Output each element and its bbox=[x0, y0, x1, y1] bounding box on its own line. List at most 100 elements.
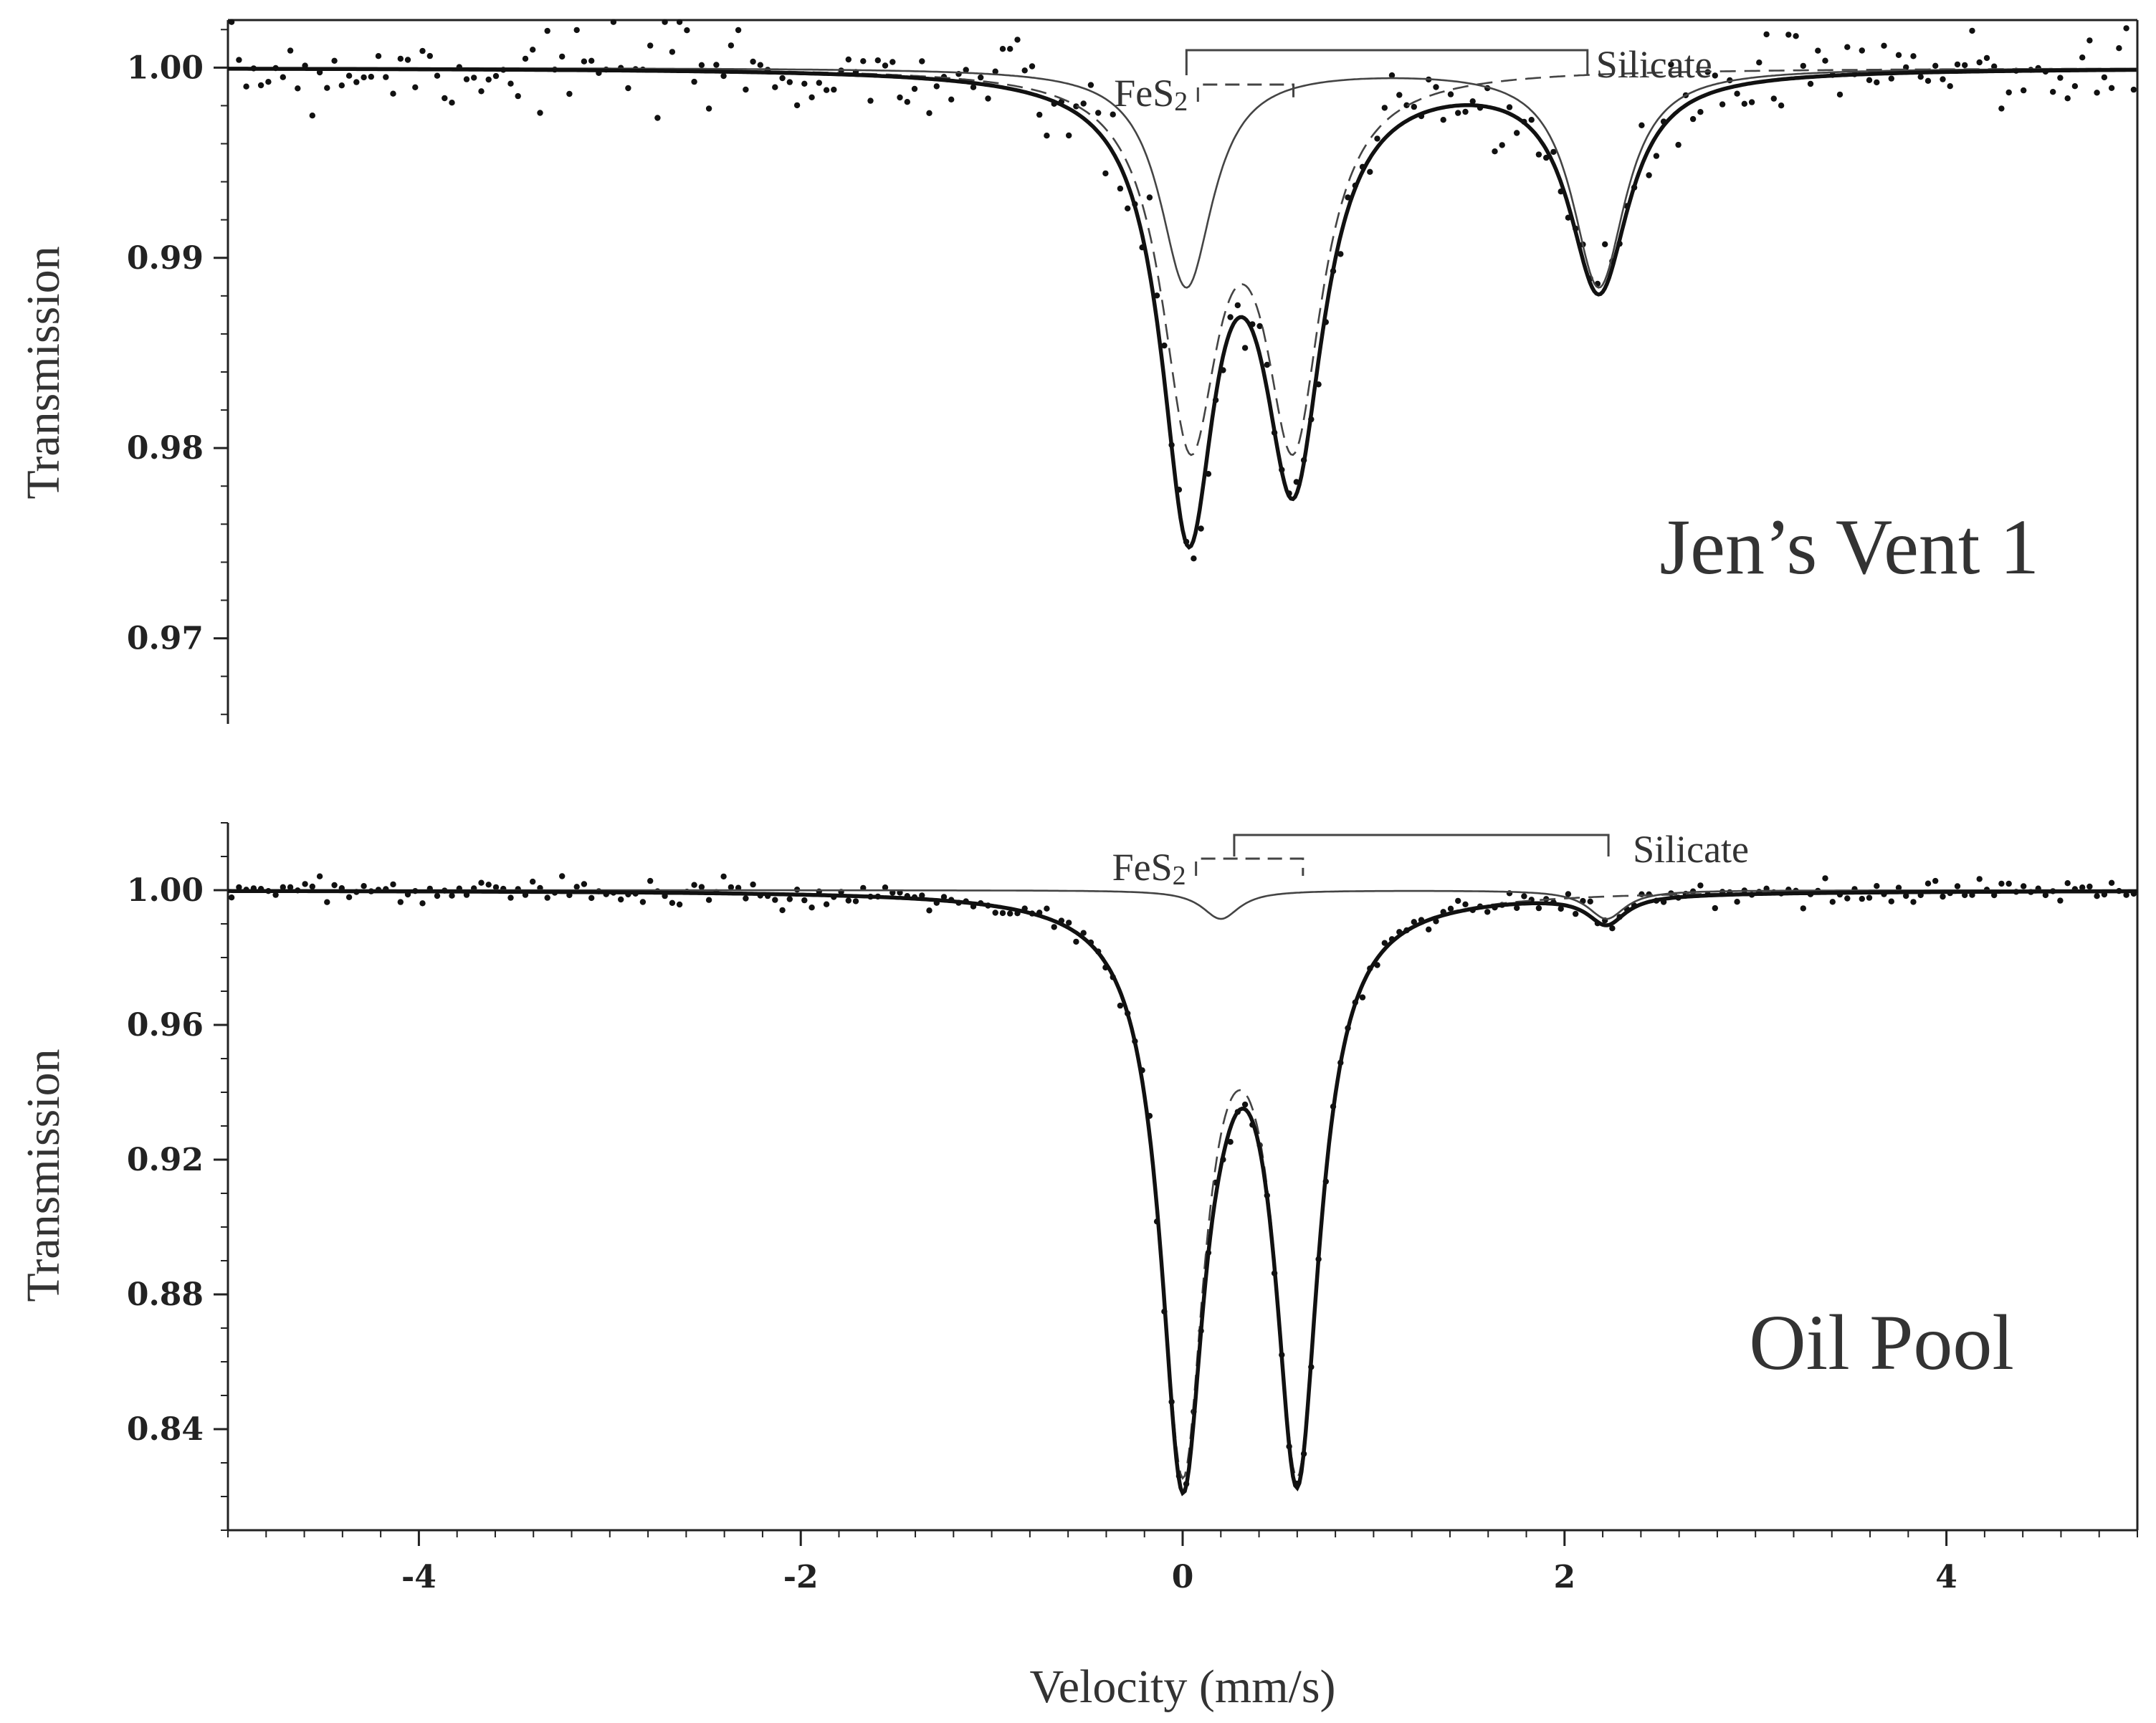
data-point bbox=[2123, 25, 2129, 32]
bottom-y-axis-title: Transmission bbox=[17, 1049, 70, 1302]
data-point bbox=[1741, 100, 1747, 107]
data-point bbox=[728, 884, 735, 891]
data-point bbox=[2071, 83, 2079, 90]
data-point bbox=[1044, 905, 1050, 912]
data-point bbox=[1117, 185, 1124, 192]
data-point bbox=[1191, 555, 1197, 562]
silicate-bracket bbox=[1185, 49, 1589, 75]
bottom-annotations: Silicate FeS2 bbox=[1112, 828, 1749, 891]
data-point bbox=[889, 59, 896, 65]
data-point bbox=[1447, 905, 1454, 912]
data-point bbox=[1697, 109, 1704, 115]
data-point bbox=[1073, 938, 1079, 945]
data-point bbox=[412, 84, 419, 91]
data-point bbox=[1940, 893, 1946, 900]
data-point bbox=[295, 85, 301, 92]
data-point bbox=[1433, 84, 1439, 90]
data-point bbox=[361, 74, 367, 81]
data-point bbox=[1763, 31, 1770, 38]
data-point bbox=[397, 55, 404, 62]
data-point bbox=[1785, 32, 1792, 38]
data-point bbox=[720, 873, 727, 880]
data-point bbox=[1198, 525, 1204, 532]
data-point bbox=[1712, 905, 1718, 912]
data-point bbox=[698, 884, 705, 890]
data-point bbox=[1888, 75, 1894, 82]
data-point bbox=[1447, 91, 1454, 97]
data-point bbox=[1609, 925, 1616, 932]
data-point bbox=[2021, 87, 2027, 94]
data-point bbox=[2086, 37, 2093, 44]
bottom-data-points bbox=[228, 873, 2137, 1487]
data-point bbox=[2123, 892, 2129, 898]
data-point bbox=[2057, 75, 2064, 81]
data-point bbox=[2116, 44, 2122, 52]
data-point bbox=[1264, 361, 1271, 368]
data-point bbox=[735, 27, 742, 34]
data-point bbox=[1675, 141, 1682, 148]
data-point bbox=[2021, 883, 2027, 889]
data-point bbox=[2005, 89, 2012, 96]
data-point bbox=[992, 68, 998, 75]
top-y-axis-title: Transmission bbox=[17, 246, 70, 499]
data-point bbox=[1712, 72, 1718, 79]
data-point bbox=[1807, 80, 1814, 87]
data-point bbox=[478, 88, 485, 95]
x-tick-label: -2 bbox=[783, 1559, 819, 1595]
data-point bbox=[588, 57, 595, 65]
x-ticks bbox=[227, 1530, 2138, 1546]
x-tick-label: 4 bbox=[1935, 1559, 1957, 1595]
data-point bbox=[1565, 891, 1572, 897]
data-point bbox=[676, 19, 683, 25]
data-point bbox=[882, 884, 889, 891]
data-point bbox=[434, 72, 441, 79]
fes2-label: FeS2 bbox=[1112, 846, 1186, 891]
data-point bbox=[1998, 880, 2005, 887]
data-point bbox=[1337, 251, 1344, 257]
data-point bbox=[1007, 45, 1013, 52]
data-point bbox=[559, 53, 566, 60]
data-point bbox=[1102, 170, 1109, 177]
data-point bbox=[2057, 897, 2064, 904]
data-point bbox=[1499, 142, 1505, 148]
data-point bbox=[573, 884, 580, 890]
data-point bbox=[309, 883, 315, 890]
data-point bbox=[492, 884, 500, 891]
data-point bbox=[1256, 323, 1263, 330]
data-point bbox=[992, 910, 998, 916]
data-point bbox=[845, 56, 852, 63]
data-point bbox=[1969, 27, 1975, 34]
data-point bbox=[978, 74, 984, 81]
data-point bbox=[786, 896, 793, 902]
data-point bbox=[2108, 879, 2115, 887]
data-point bbox=[801, 897, 808, 904]
data-point bbox=[345, 894, 353, 901]
data-point bbox=[1241, 1101, 1249, 1108]
data-point bbox=[852, 898, 859, 905]
data-point bbox=[345, 72, 353, 79]
data-point bbox=[1403, 102, 1410, 108]
data-point bbox=[1241, 345, 1249, 351]
data-point bbox=[728, 42, 735, 49]
data-point bbox=[860, 58, 867, 65]
data-point bbox=[257, 82, 264, 89]
data-point bbox=[1836, 91, 1843, 98]
data-point bbox=[515, 92, 521, 100]
data-point bbox=[1895, 884, 1902, 891]
data-point bbox=[1521, 893, 1527, 899]
y-tick-label: 0.84 bbox=[127, 1411, 204, 1448]
x-tick-label: 2 bbox=[1553, 1559, 1575, 1595]
data-point bbox=[1793, 33, 1799, 39]
data-point bbox=[691, 78, 697, 85]
data-point bbox=[2094, 90, 2100, 96]
data-point bbox=[331, 882, 338, 889]
data-point bbox=[2079, 54, 2086, 61]
data-point bbox=[1991, 63, 1998, 70]
data-point bbox=[287, 47, 294, 54]
data-point bbox=[1550, 148, 1557, 156]
data-point bbox=[1844, 895, 1851, 902]
data-point bbox=[507, 894, 514, 901]
data-point bbox=[882, 62, 889, 69]
series-fit-total bbox=[228, 67, 2138, 550]
data-point bbox=[662, 19, 668, 25]
